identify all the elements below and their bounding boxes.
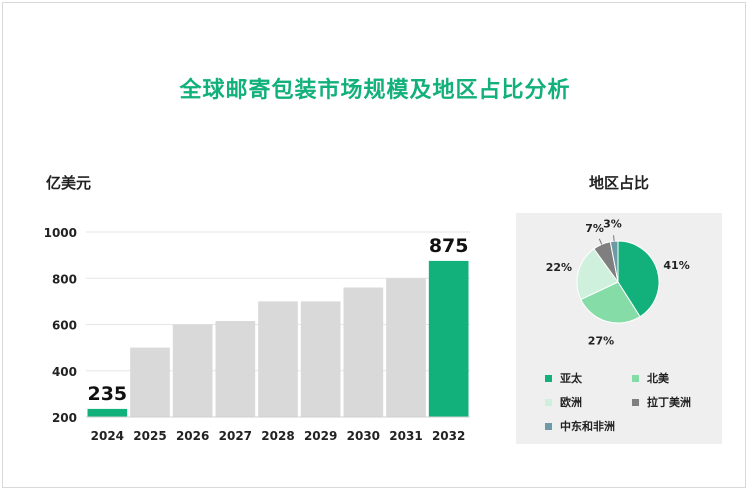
bar-y-tick-label: 1000 <box>44 226 77 240</box>
bar-x-tick-label: 2024 <box>91 429 124 443</box>
bar-data-label: 875 <box>429 235 469 257</box>
pie-slice-label: 22% <box>546 261 572 274</box>
legend-item: 亚太 <box>545 370 582 386</box>
bar-2024 <box>87 408 128 417</box>
bar-x-tick-label: 2028 <box>261 429 294 443</box>
bar-x-tick-label: 2030 <box>347 429 380 443</box>
bar-2025 <box>130 347 170 417</box>
bar-y-tick-label: 200 <box>52 411 77 425</box>
pie-leader-line <box>598 238 603 245</box>
bar-2031 <box>386 278 426 417</box>
legend-swatch <box>545 398 552 406</box>
pie-slice-label: 3% <box>603 217 622 230</box>
legend-item: 北美 <box>632 370 669 386</box>
bar-y-tick-label: 400 <box>52 365 77 379</box>
pie-leader-line <box>613 235 615 242</box>
bar-x-tick-label: 2025 <box>133 429 166 443</box>
bar-x-tick-label: 2027 <box>219 429 252 443</box>
pie-slice-2 <box>576 248 619 301</box>
legend-item: 中东和非洲 <box>545 418 615 434</box>
legend-label: 北美 <box>647 372 669 385</box>
legend-label: 亚太 <box>560 372 582 385</box>
pie-slice-1 <box>580 281 641 324</box>
legend-item: 欧洲 <box>545 394 582 410</box>
bar-2027 <box>215 321 256 417</box>
legend-swatch <box>545 422 552 430</box>
bar-2032 <box>428 260 469 417</box>
legend-label: 拉丁美洲 <box>647 396 691 409</box>
legend-label: 欧洲 <box>560 396 582 409</box>
legend-item: 拉丁美洲 <box>632 394 691 410</box>
pie-slice-label: 27% <box>588 335 614 348</box>
bar-x-tick-label: 2026 <box>176 429 209 443</box>
legend-swatch <box>632 374 639 382</box>
bar-x-tick-label: 2032 <box>432 429 465 443</box>
bar-2026 <box>172 324 213 417</box>
bar-2030 <box>343 287 384 417</box>
bar-x-tick-label: 2029 <box>304 429 337 443</box>
bar-2029 <box>300 301 341 417</box>
legend-swatch <box>545 374 552 382</box>
bar-y-tick-label: 600 <box>52 319 77 333</box>
pie-title: 地区占比 <box>588 174 649 192</box>
pie-slice-label: 41% <box>663 259 689 272</box>
bar-y-tick-label: 800 <box>52 272 77 286</box>
bar-2028 <box>258 301 298 417</box>
pie-slice-label: 7% <box>585 222 604 235</box>
bar-x-tick-label: 2031 <box>389 429 422 443</box>
page-title: 全球邮寄包装市场规模及地区占比分析 <box>179 78 571 103</box>
legend-swatch <box>632 398 639 406</box>
bar-data-label: 235 <box>87 383 127 405</box>
bar-y-axis-label: 亿美元 <box>46 174 92 192</box>
legend-label: 中东和非洲 <box>560 420 615 433</box>
